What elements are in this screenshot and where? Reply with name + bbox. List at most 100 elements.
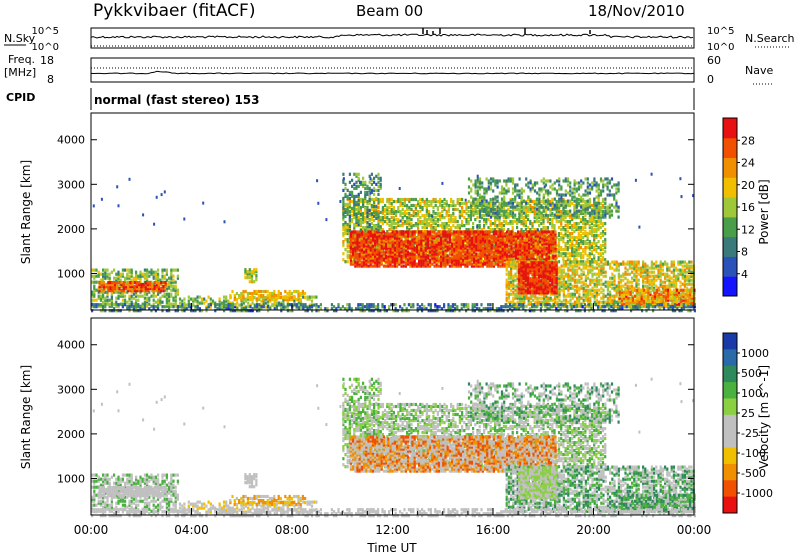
power-cell [424, 232, 427, 236]
power-cell [398, 242, 401, 246]
power-cell [510, 230, 513, 234]
power-cell [478, 179, 482, 183]
power-cell [566, 191, 570, 195]
power-cell [381, 199, 384, 204]
power-cell [459, 260, 462, 264]
power-cell [579, 240, 583, 244]
power-cell [448, 236, 451, 240]
power-cell [437, 260, 440, 264]
power-cell [514, 232, 517, 236]
power-cell [388, 199, 391, 204]
power-cell [465, 207, 468, 212]
power-cell [520, 191, 523, 195]
power-cell [503, 189, 506, 193]
power-cell [178, 301, 182, 305]
power-cell [297, 294, 300, 298]
power-cell [604, 246, 607, 250]
power-cell [396, 260, 399, 264]
power-cell [349, 250, 352, 254]
power-cell [487, 213, 490, 217]
power-cell [424, 258, 427, 262]
power-cell [360, 234, 363, 238]
power-cell [602, 189, 605, 193]
power-cell [159, 300, 162, 304]
power-cell [542, 222, 545, 226]
power-cell [555, 199, 558, 204]
power-cell [306, 295, 309, 299]
power-cell [406, 226, 409, 230]
power-cell [507, 189, 510, 193]
power-cell [424, 246, 427, 250]
power-cell [536, 240, 539, 244]
power-cell [472, 213, 475, 217]
power-cell [461, 214, 464, 218]
power-cell [176, 288, 179, 292]
power-cell [367, 248, 370, 252]
power-cell [249, 291, 252, 296]
power-cell [366, 228, 369, 232]
power-cell [519, 244, 522, 248]
power-cell [571, 228, 574, 232]
power-cell [473, 238, 476, 242]
power-cell [260, 299, 263, 303]
power-cell [470, 209, 473, 213]
power-cell [429, 260, 432, 264]
power-cell [459, 232, 462, 236]
power-cell [597, 193, 600, 197]
power-cell [132, 296, 135, 300]
power-cell [448, 240, 451, 244]
power-cell [584, 250, 587, 254]
power-cell [448, 232, 451, 236]
power-cell [404, 236, 407, 240]
power-cell [487, 211, 490, 215]
power-cell [354, 254, 357, 258]
power-cell [446, 230, 449, 234]
power-cell [102, 296, 105, 300]
power-cell [538, 189, 541, 193]
power-cell [541, 236, 544, 240]
power-cell [557, 246, 561, 250]
power-cell [468, 248, 471, 252]
power-cell [514, 264, 517, 268]
power-cell [617, 189, 620, 193]
power-cell [584, 211, 587, 216]
power-cell [352, 254, 355, 258]
power-cell [588, 201, 591, 206]
power-cell [238, 296, 241, 300]
power-cell [490, 242, 493, 246]
power-cell [415, 236, 418, 240]
power-cell [580, 209, 583, 213]
power-cell [464, 244, 467, 248]
power-cell [568, 244, 572, 248]
power-cell [446, 258, 449, 262]
power-cell [476, 211, 479, 216]
power-cell [480, 228, 483, 232]
power-cell [582, 242, 585, 246]
power-cell [174, 280, 177, 284]
power-cell [418, 254, 421, 258]
power-cell [477, 238, 480, 242]
power-cell [390, 209, 393, 214]
power-cell [573, 183, 576, 187]
power-cell [111, 281, 114, 285]
power-cell [590, 228, 594, 232]
power-cell [437, 246, 440, 250]
power-cell [503, 246, 506, 250]
power-cell [579, 228, 583, 232]
power-cell [161, 270, 164, 274]
power-cell [365, 258, 368, 262]
power-cell [410, 226, 413, 230]
power-cell [546, 226, 549, 230]
power-cell [474, 189, 477, 193]
power-cell [403, 203, 406, 208]
power-cell [242, 298, 245, 302]
power-cell [132, 278, 135, 282]
power-cell [388, 224, 391, 228]
power-cell [238, 294, 241, 298]
power-cell [157, 268, 160, 272]
power-cell [396, 242, 399, 246]
power-cell [511, 181, 515, 185]
power-cell [604, 177, 607, 181]
power-cell [562, 238, 565, 242]
power-cell [110, 298, 113, 302]
